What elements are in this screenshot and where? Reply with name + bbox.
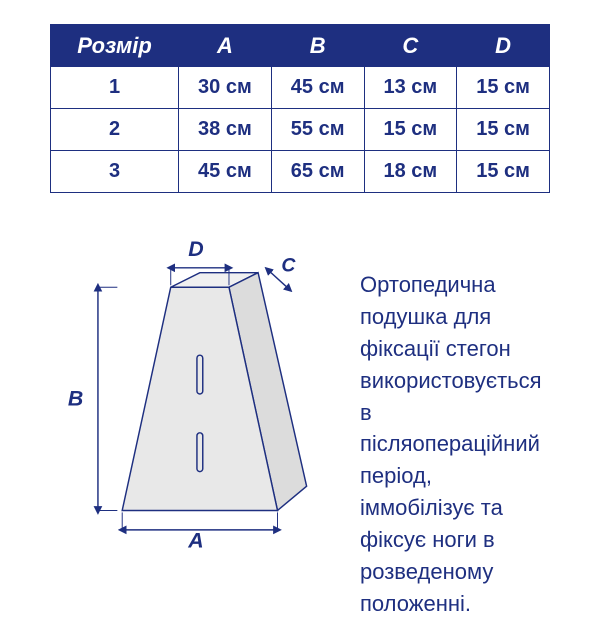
size-cell: 2 (51, 109, 179, 151)
size-table-header-a: A (179, 25, 272, 67)
dim-c-label: C (281, 255, 296, 277)
dim-a-label: A (187, 528, 203, 552)
description-text: Ортопедична подушка для фіксації стегон … (360, 229, 550, 620)
value-cell: 18 см (364, 151, 457, 193)
value-cell: 30 см (179, 67, 272, 109)
value-cell: 15 см (457, 67, 550, 109)
dimension-diagram: B A D C (50, 229, 340, 559)
dim-b-label: B (68, 387, 83, 411)
size-table-header-c: C (364, 25, 457, 67)
size-table: Розмір A B C D 1 30 см 45 см 13 см 15 см… (50, 24, 550, 193)
value-cell: 65 см (271, 151, 364, 193)
value-cell: 15 см (457, 109, 550, 151)
value-cell: 15 см (364, 109, 457, 151)
size-cell: 1 (51, 67, 179, 109)
size-table-header-d: D (457, 25, 550, 67)
value-cell: 45 см (179, 151, 272, 193)
size-cell: 3 (51, 151, 179, 193)
value-cell: 55 см (271, 109, 364, 151)
value-cell: 15 см (457, 151, 550, 193)
size-table-header-b: B (271, 25, 364, 67)
dim-d-label: D (188, 237, 203, 261)
table-row: 2 38 см 55 см 15 см 15 см (51, 109, 550, 151)
table-row: 3 45 см 65 см 18 см 15 см (51, 151, 550, 193)
value-cell: 13 см (364, 67, 457, 109)
size-table-header-rozmir: Розмір (51, 25, 179, 67)
value-cell: 38 см (179, 109, 272, 151)
diagram-svg: B A D C (50, 229, 340, 559)
table-row: 1 30 см 45 см 13 см 15 см (51, 67, 550, 109)
value-cell: 45 см (271, 67, 364, 109)
